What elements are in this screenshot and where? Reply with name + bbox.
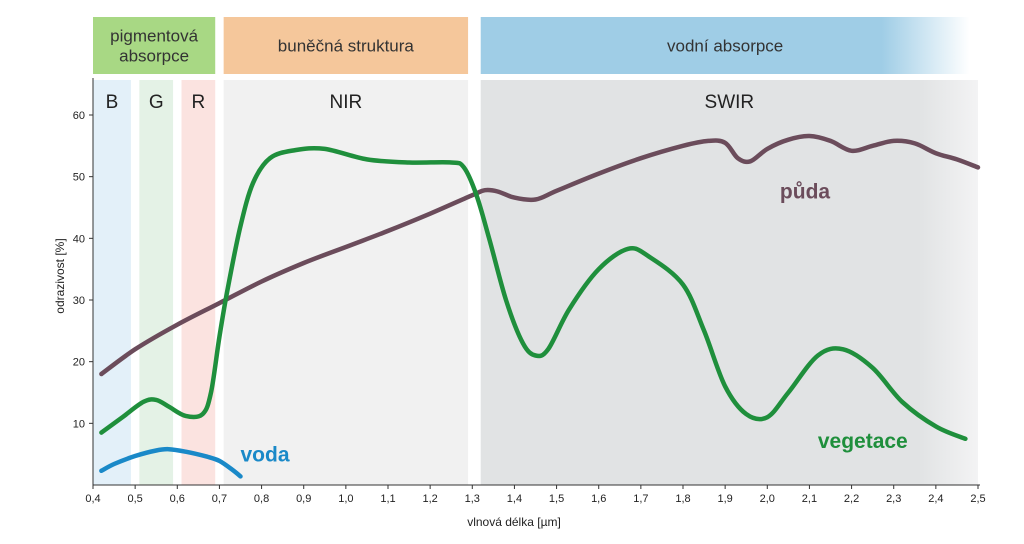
band-label-b: B (106, 92, 119, 113)
header-label-0-1: absorpce (119, 47, 189, 66)
y-tick-label: 40 (73, 233, 85, 245)
y-tick-label: 30 (73, 295, 85, 307)
x-tick-label: 1,9 (717, 493, 732, 505)
band-g (139, 80, 174, 485)
spectral-band-group: B G R NIR SWIR (93, 80, 978, 485)
x-tick-label: 2,5 (970, 493, 985, 505)
header-box-0 (93, 17, 216, 74)
series-group: půda vegetace voda (99, 133, 981, 479)
x-tick-label: 0,4 (85, 493, 100, 505)
x-axis-label: vlnová délka [µm] (467, 515, 561, 529)
series-line-voda (99, 446, 243, 479)
x-tick-label: 2,3 (886, 493, 901, 505)
chart-axes: 0,4 0,5 0,6 0,7 0,8 0,9 1,0 1,1 1,2 1,3 1,4 1,5 1,6 1… (73, 78, 986, 505)
x-tick-label: 1,1 (380, 493, 395, 505)
series-label-vegetace: vegetace (818, 430, 908, 453)
x-tick-label: 0,5 (127, 493, 142, 505)
header-label-1-0: buněčná struktura (278, 37, 415, 56)
x-tick-label: 1,8 (675, 493, 690, 505)
x-tick-label: 2,1 (802, 493, 817, 505)
header-box-1 (223, 17, 469, 74)
y-tick-label: 60 (73, 110, 85, 122)
x-tick-label: 1,7 (633, 493, 648, 505)
x-tick-label: 2,2 (844, 493, 859, 505)
x-tick-label: 1,0 (338, 493, 353, 505)
x-tick-label: 0,6 (170, 493, 185, 505)
x-tick-label: 1,2 (422, 493, 437, 505)
x-tick-label: 1,6 (591, 493, 606, 505)
series-label-puda: půda (780, 180, 830, 203)
series-line-vegetace (99, 145, 968, 442)
x-tick-label: 2,4 (928, 493, 943, 505)
series-label-voda: voda (241, 444, 290, 467)
x-tick-label: 1,4 (507, 493, 522, 505)
x-tick-label: 1,3 (465, 493, 480, 505)
band-r (181, 80, 216, 485)
y-tick-label: 50 (73, 172, 85, 184)
band-label-swir: SWIR (705, 92, 755, 113)
x-tick-label: 0,7 (212, 493, 227, 505)
band-label-r: R (191, 92, 205, 113)
header-label-2-0: vodní absorpce (667, 37, 783, 56)
series-line-puda (99, 133, 981, 377)
x-tick-label: 1,5 (549, 493, 564, 505)
header-label-0-0: pigmentová (110, 27, 198, 46)
y-tick-label: 10 (73, 418, 85, 430)
x-tick-label: 2,0 (760, 493, 775, 505)
band-label-nir: NIR (329, 92, 362, 113)
x-tick-label: 0,9 (296, 493, 311, 505)
y-tick-label: 20 (73, 357, 85, 369)
x-tick-label: 0,8 (254, 493, 269, 505)
header-box-2 (480, 17, 970, 74)
band-label-g: G (149, 92, 164, 113)
y-axis-label: odrazivost [%] (53, 238, 67, 313)
